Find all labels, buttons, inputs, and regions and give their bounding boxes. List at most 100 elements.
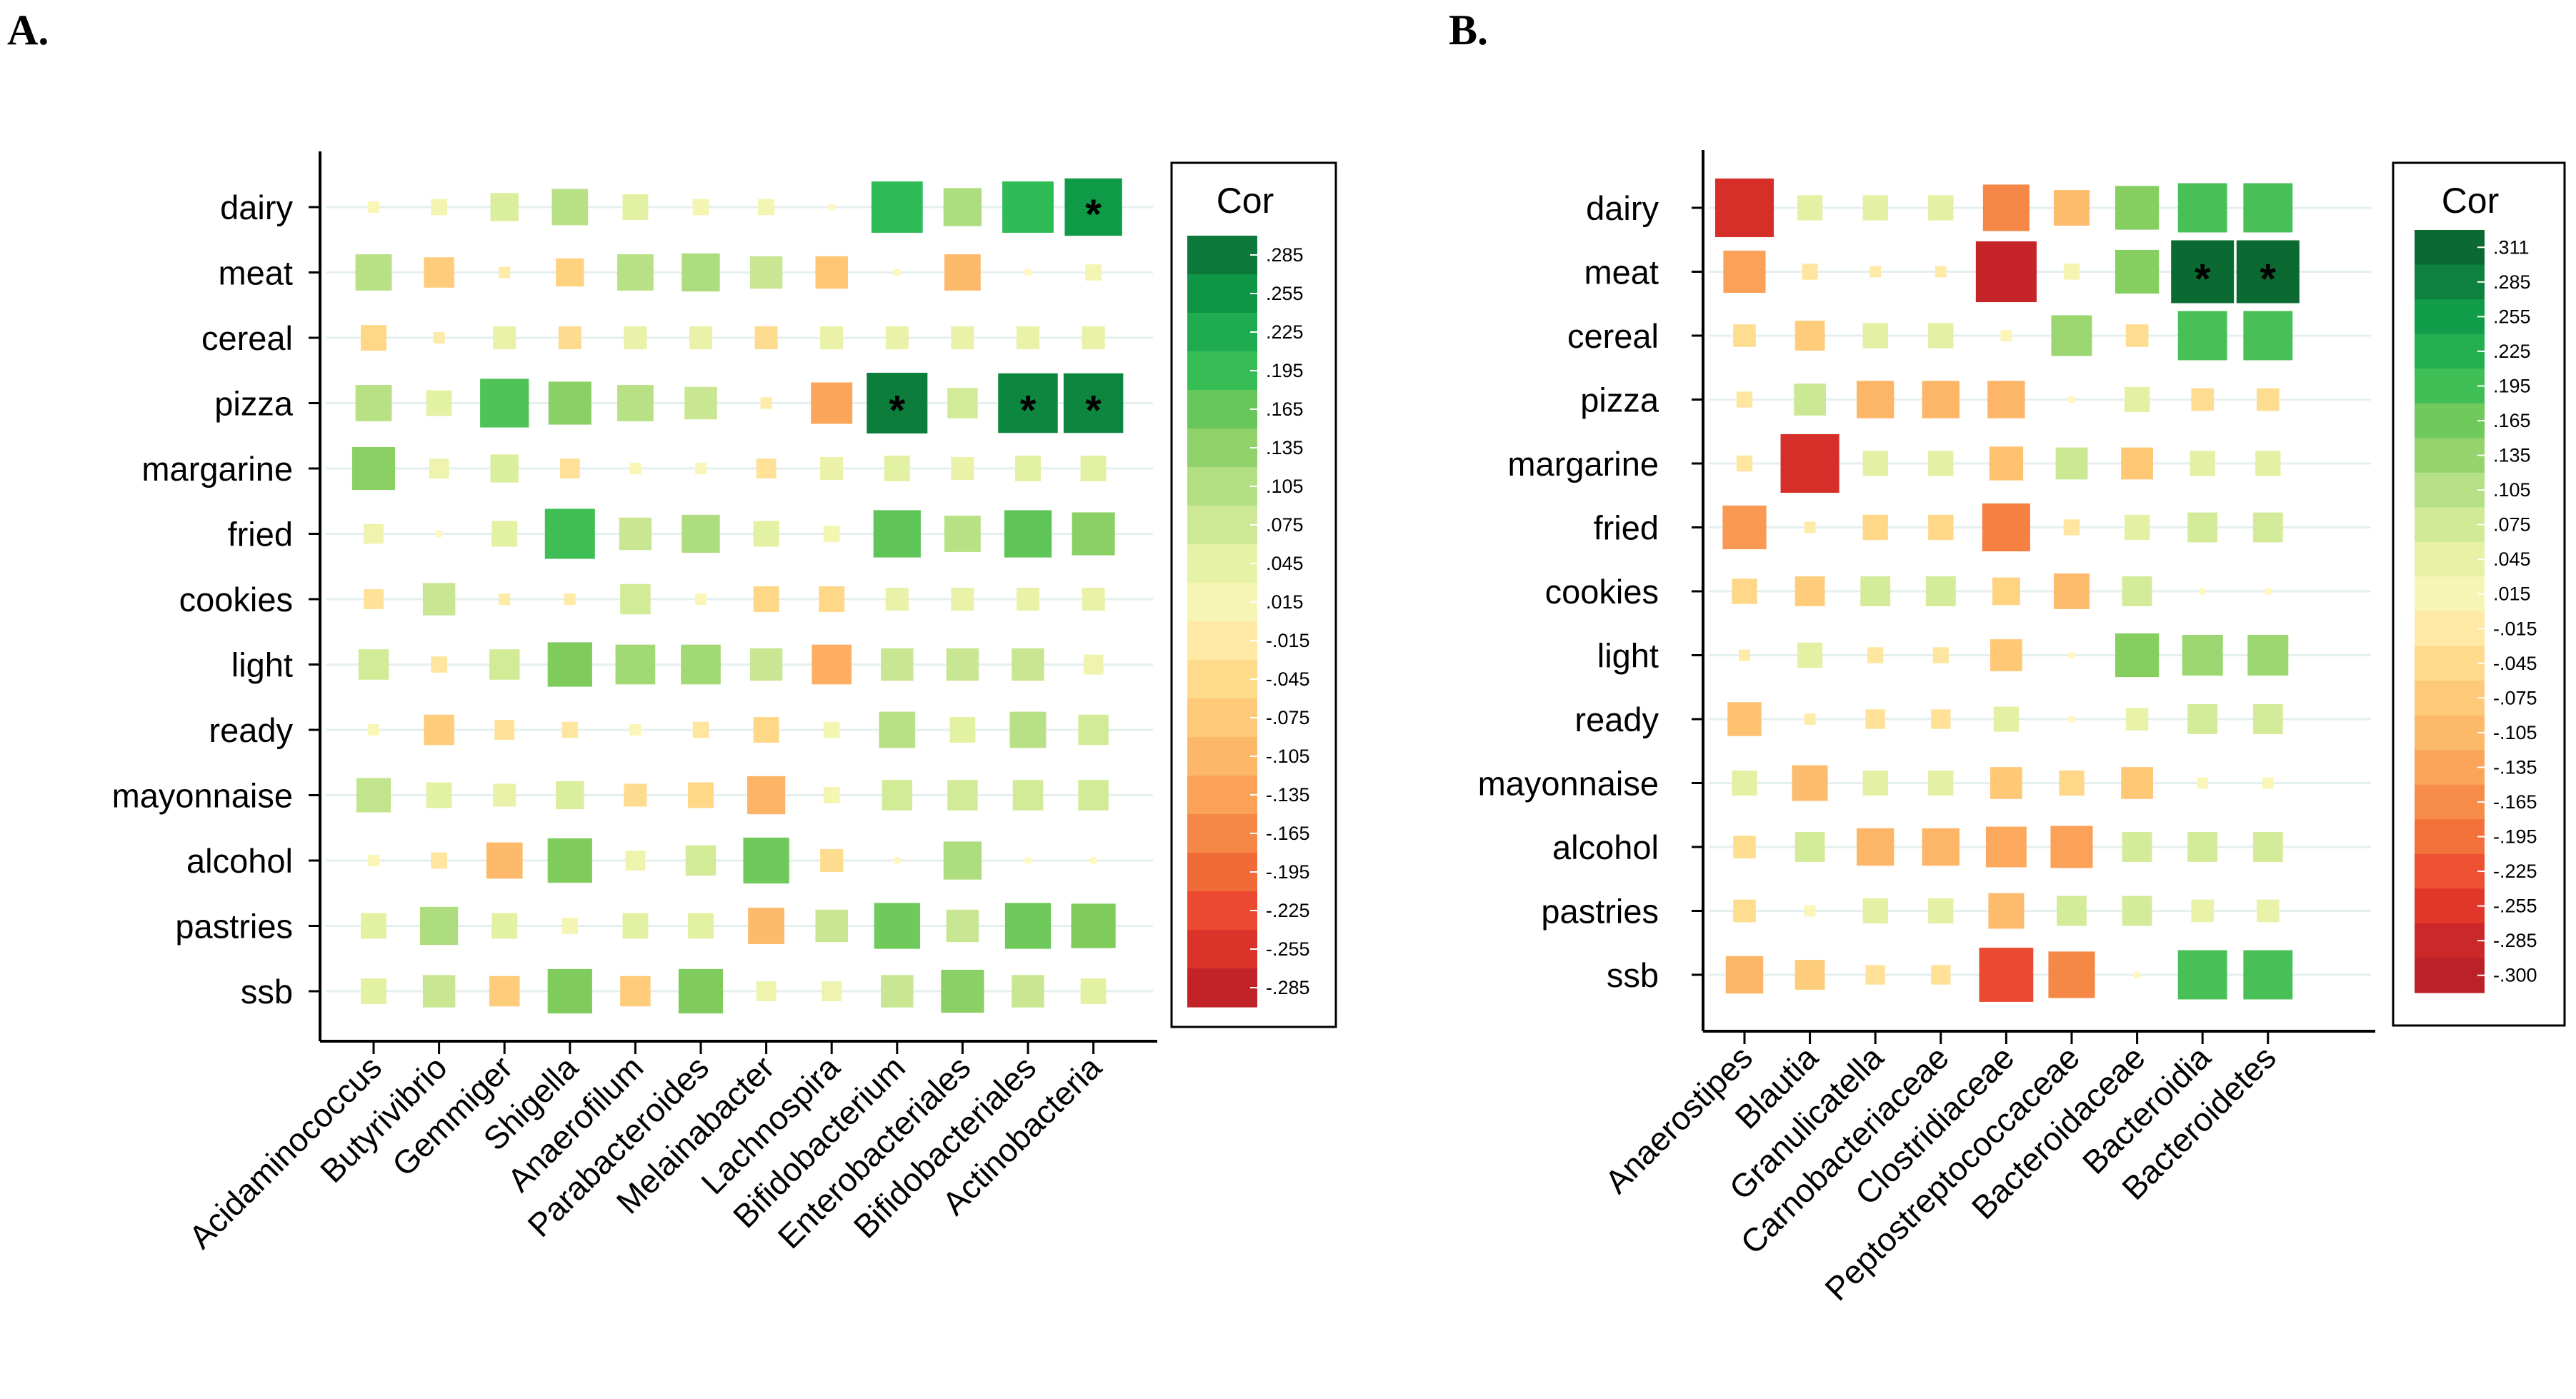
cell-alcohol-gemmiger <box>486 842 523 879</box>
cell-cookies-bacteroidaceae <box>2122 576 2152 606</box>
cell-mayonnaise-anaerofilum <box>624 783 647 807</box>
legend-swatch <box>1187 930 1257 969</box>
cell-light-peptostreptococcaceae <box>2068 652 2075 658</box>
legend-swatch <box>1187 853 1257 892</box>
cell-pizza-actinobacteria <box>1063 373 1124 433</box>
legend-swatch <box>1187 891 1257 931</box>
cell-pizza-shigella <box>548 381 591 425</box>
cell-margarine-bacteroidaceae <box>2121 447 2153 480</box>
cell-alcohol-actinobacteria <box>1090 857 1097 864</box>
significance-marker: * <box>2195 256 2211 303</box>
cell-cookies-gemmiger <box>499 593 511 606</box>
cell-alcohol-parabacteroides <box>685 845 717 876</box>
cell-light-enterobacteriales <box>946 648 979 681</box>
legend-swatch <box>2415 750 2485 786</box>
significance-marker: * <box>1020 388 1037 434</box>
cell-meat-butyrivibrio <box>424 257 454 288</box>
cell-margarine-bifidobacteriales <box>1015 456 1041 481</box>
cell-pastries-bacteroidia <box>2191 899 2215 923</box>
cell-cookies-clostridiaceae <box>1992 577 2020 606</box>
legend-swatch <box>1187 544 1257 583</box>
legend-swatch <box>1187 968 1257 1008</box>
legend-swatch <box>2415 334 2485 369</box>
cell-cookies-carnobacteriaceae <box>1925 576 1956 606</box>
cell-ssb-enterobacteriales <box>941 969 984 1013</box>
legend-tick-label: .255 <box>2493 306 2531 327</box>
cell-margarine-butyrivibrio <box>429 458 449 478</box>
cell-light-parabacteroides <box>681 644 721 685</box>
cell-margarine-acidaminococcus <box>351 446 396 491</box>
cell-light-bifidobacterium <box>881 648 914 681</box>
cell-ssb-carnobacteriaceae <box>1931 965 1951 985</box>
cell-light-blautia <box>1797 642 1823 668</box>
legend-tick-label: .225 <box>2493 341 2531 362</box>
legend-swatch <box>2415 541 2485 578</box>
cell-alcohol-clostridiaceae <box>1985 826 2027 868</box>
cell-pastries-gemmiger <box>491 913 518 939</box>
cell-ready-granulicatella <box>1865 709 1885 729</box>
cell-pastries-bifidobacterium <box>874 903 920 949</box>
cell-ready-enterobacteriales <box>949 717 976 743</box>
cell-pizza-clostridiaceae <box>1987 381 2025 418</box>
legend-tick-label: -.105 <box>1266 746 1310 767</box>
legend-title: Cor <box>2442 181 2500 221</box>
cell-pizza-parabacteroides <box>684 386 717 420</box>
cell-fried-shigella <box>544 508 595 559</box>
cell-alcohol-enterobacteriales <box>943 841 982 880</box>
legend-swatch <box>1187 583 1257 622</box>
cell-fried-lachnospira <box>823 526 840 542</box>
legend-swatch <box>2415 715 2485 751</box>
legend-tick-label: -.015 <box>1266 630 1310 651</box>
cell-cookies-peptostreptococcaceae <box>2054 573 2090 609</box>
cell-pizza-bifidobacteriales <box>998 373 1058 433</box>
legend-swatch <box>1187 313 1257 352</box>
cell-alcohol-shigella <box>547 838 592 883</box>
cell-ready-blautia <box>1804 713 1816 725</box>
significance-marker: * <box>889 388 906 434</box>
cell-dairy-carnobacteriaceae <box>1928 195 1954 221</box>
cell-cookies-granulicatella <box>1860 576 1891 606</box>
row-label-dairy: dairy <box>220 189 293 226</box>
cell-cookies-anaerostipes <box>1732 578 1757 604</box>
cell-ready-clostridiaceae <box>1993 706 2020 732</box>
cell-fried-bacteroidia <box>2187 512 2218 543</box>
cell-ready-peptostreptococcaceae <box>2068 716 2075 723</box>
legend-tick-label: .195 <box>2493 375 2531 396</box>
row-label-pizza: pizza <box>214 385 294 423</box>
cell-ready-melainabacter <box>753 717 779 743</box>
cell-mayonnaise-acidaminococcus <box>356 778 391 813</box>
legend-swatch <box>2415 958 2485 993</box>
row-label-light: light <box>231 646 293 684</box>
cell-alcohol-bifidobacteriales <box>1024 857 1032 864</box>
legend-tick-label: -.045 <box>2493 653 2537 674</box>
legend-swatch <box>2415 368 2485 404</box>
cell-ssb-bacteroidia <box>2177 950 2227 1000</box>
cell-meat-blautia <box>1802 264 1818 280</box>
row-label-pizza: pizza <box>1580 381 1659 419</box>
legend-swatch <box>2415 438 2485 473</box>
legend-swatch <box>1187 698 1257 738</box>
cell-margarine-bacteroidia <box>2190 451 2215 476</box>
row-label-alcohol: alcohol <box>1552 828 1659 866</box>
cell-margarine-melainabacter <box>756 458 777 478</box>
cell-margarine-shigella <box>559 458 580 478</box>
cell-margarine-anaerofilum <box>629 462 641 475</box>
legend-tick-label: .105 <box>1266 476 1304 497</box>
cell-ssb-blautia <box>1794 960 1825 990</box>
cell-light-bifidobacteriales <box>1012 648 1044 681</box>
row-label-ssb: ssb <box>241 973 293 1011</box>
cell-pastries-melainabacter <box>748 908 785 944</box>
cell-margarine-parabacteroides <box>694 462 707 475</box>
legend-tick-label: -.075 <box>1266 707 1310 728</box>
cell-cereal-bifidobacterium <box>885 326 909 350</box>
cell-margarine-blautia <box>1780 433 1839 493</box>
cell-pastries-lachnospira <box>815 909 848 943</box>
legend-tick-label: -.015 <box>2493 618 2537 639</box>
cell-meat-granulicatella <box>1869 266 1882 278</box>
cell-alcohol-butyrivibrio <box>431 852 447 869</box>
cell-mayonnaise-bacteroidia <box>2197 777 2209 789</box>
cell-mayonnaise-melainabacter <box>747 776 786 815</box>
cell-ready-bacteroidia <box>2187 704 2218 734</box>
cell-dairy-granulicatella <box>1862 195 1888 221</box>
significance-marker: * <box>2260 256 2277 303</box>
